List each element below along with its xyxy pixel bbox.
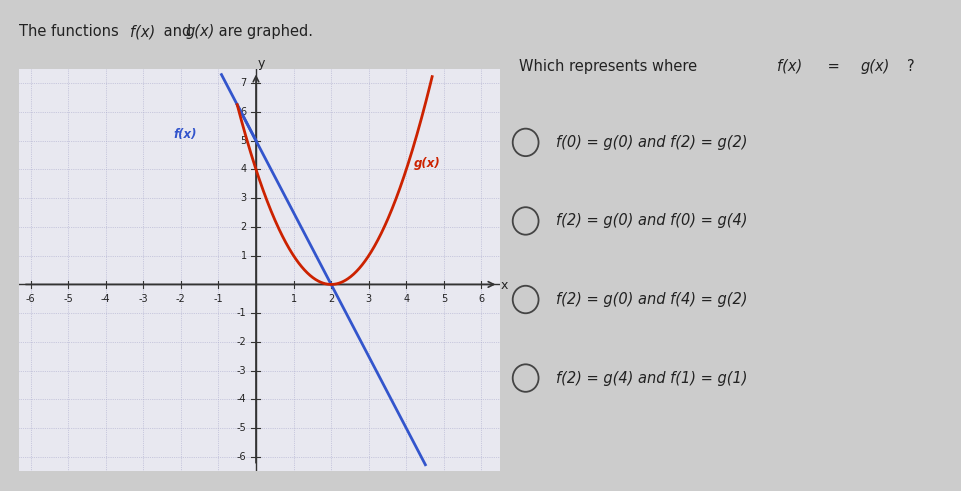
Text: f(2) = g(0) and f(4) = g(2): f(2) = g(0) and f(4) = g(2) — [555, 292, 747, 307]
Text: g(x): g(x) — [185, 24, 215, 39]
Text: -4: -4 — [236, 394, 246, 405]
Text: 6: 6 — [478, 295, 484, 304]
Text: 2: 2 — [240, 222, 246, 232]
Text: 3: 3 — [240, 193, 246, 203]
Text: 7: 7 — [240, 78, 246, 88]
Text: are graphed.: are graphed. — [213, 24, 312, 39]
Text: -3: -3 — [138, 295, 148, 304]
Text: y: y — [258, 57, 265, 70]
Text: -2: -2 — [176, 295, 185, 304]
Text: f(2) = g(0) and f(0) = g(4): f(2) = g(0) and f(0) = g(4) — [555, 214, 747, 228]
Text: -1: -1 — [236, 308, 246, 318]
Text: f(x): f(x) — [173, 128, 197, 141]
Text: f(0) = g(0) and f(2) = g(2): f(0) = g(0) and f(2) = g(2) — [555, 135, 747, 150]
Text: g(x): g(x) — [859, 59, 889, 74]
Text: -1: -1 — [213, 295, 223, 304]
Text: -6: -6 — [26, 295, 36, 304]
Text: -6: -6 — [236, 452, 246, 462]
Text: and: and — [159, 24, 195, 39]
Text: 4: 4 — [403, 295, 409, 304]
Text: 1: 1 — [240, 251, 246, 261]
Text: 1: 1 — [290, 295, 296, 304]
Text: -3: -3 — [236, 366, 246, 376]
Text: -2: -2 — [236, 337, 246, 347]
Text: 6: 6 — [240, 107, 246, 117]
Text: 3: 3 — [365, 295, 371, 304]
Text: =: = — [823, 59, 844, 74]
Text: -5: -5 — [63, 295, 73, 304]
Text: 4: 4 — [240, 164, 246, 174]
Text: f(x): f(x) — [130, 24, 155, 39]
Text: -4: -4 — [101, 295, 111, 304]
Text: f(x): f(x) — [776, 59, 801, 74]
Text: Which represents where: Which represents where — [518, 59, 701, 74]
Text: x: x — [500, 279, 507, 292]
Text: -5: -5 — [236, 423, 246, 433]
Text: g(x): g(x) — [413, 157, 440, 169]
Text: ?: ? — [905, 59, 913, 74]
Text: f(2) = g(4) and f(1) = g(1): f(2) = g(4) and f(1) = g(1) — [555, 371, 747, 385]
Text: 5: 5 — [240, 136, 246, 146]
Text: 5: 5 — [440, 295, 447, 304]
Text: The functions: The functions — [19, 24, 123, 39]
Text: 2: 2 — [328, 295, 333, 304]
